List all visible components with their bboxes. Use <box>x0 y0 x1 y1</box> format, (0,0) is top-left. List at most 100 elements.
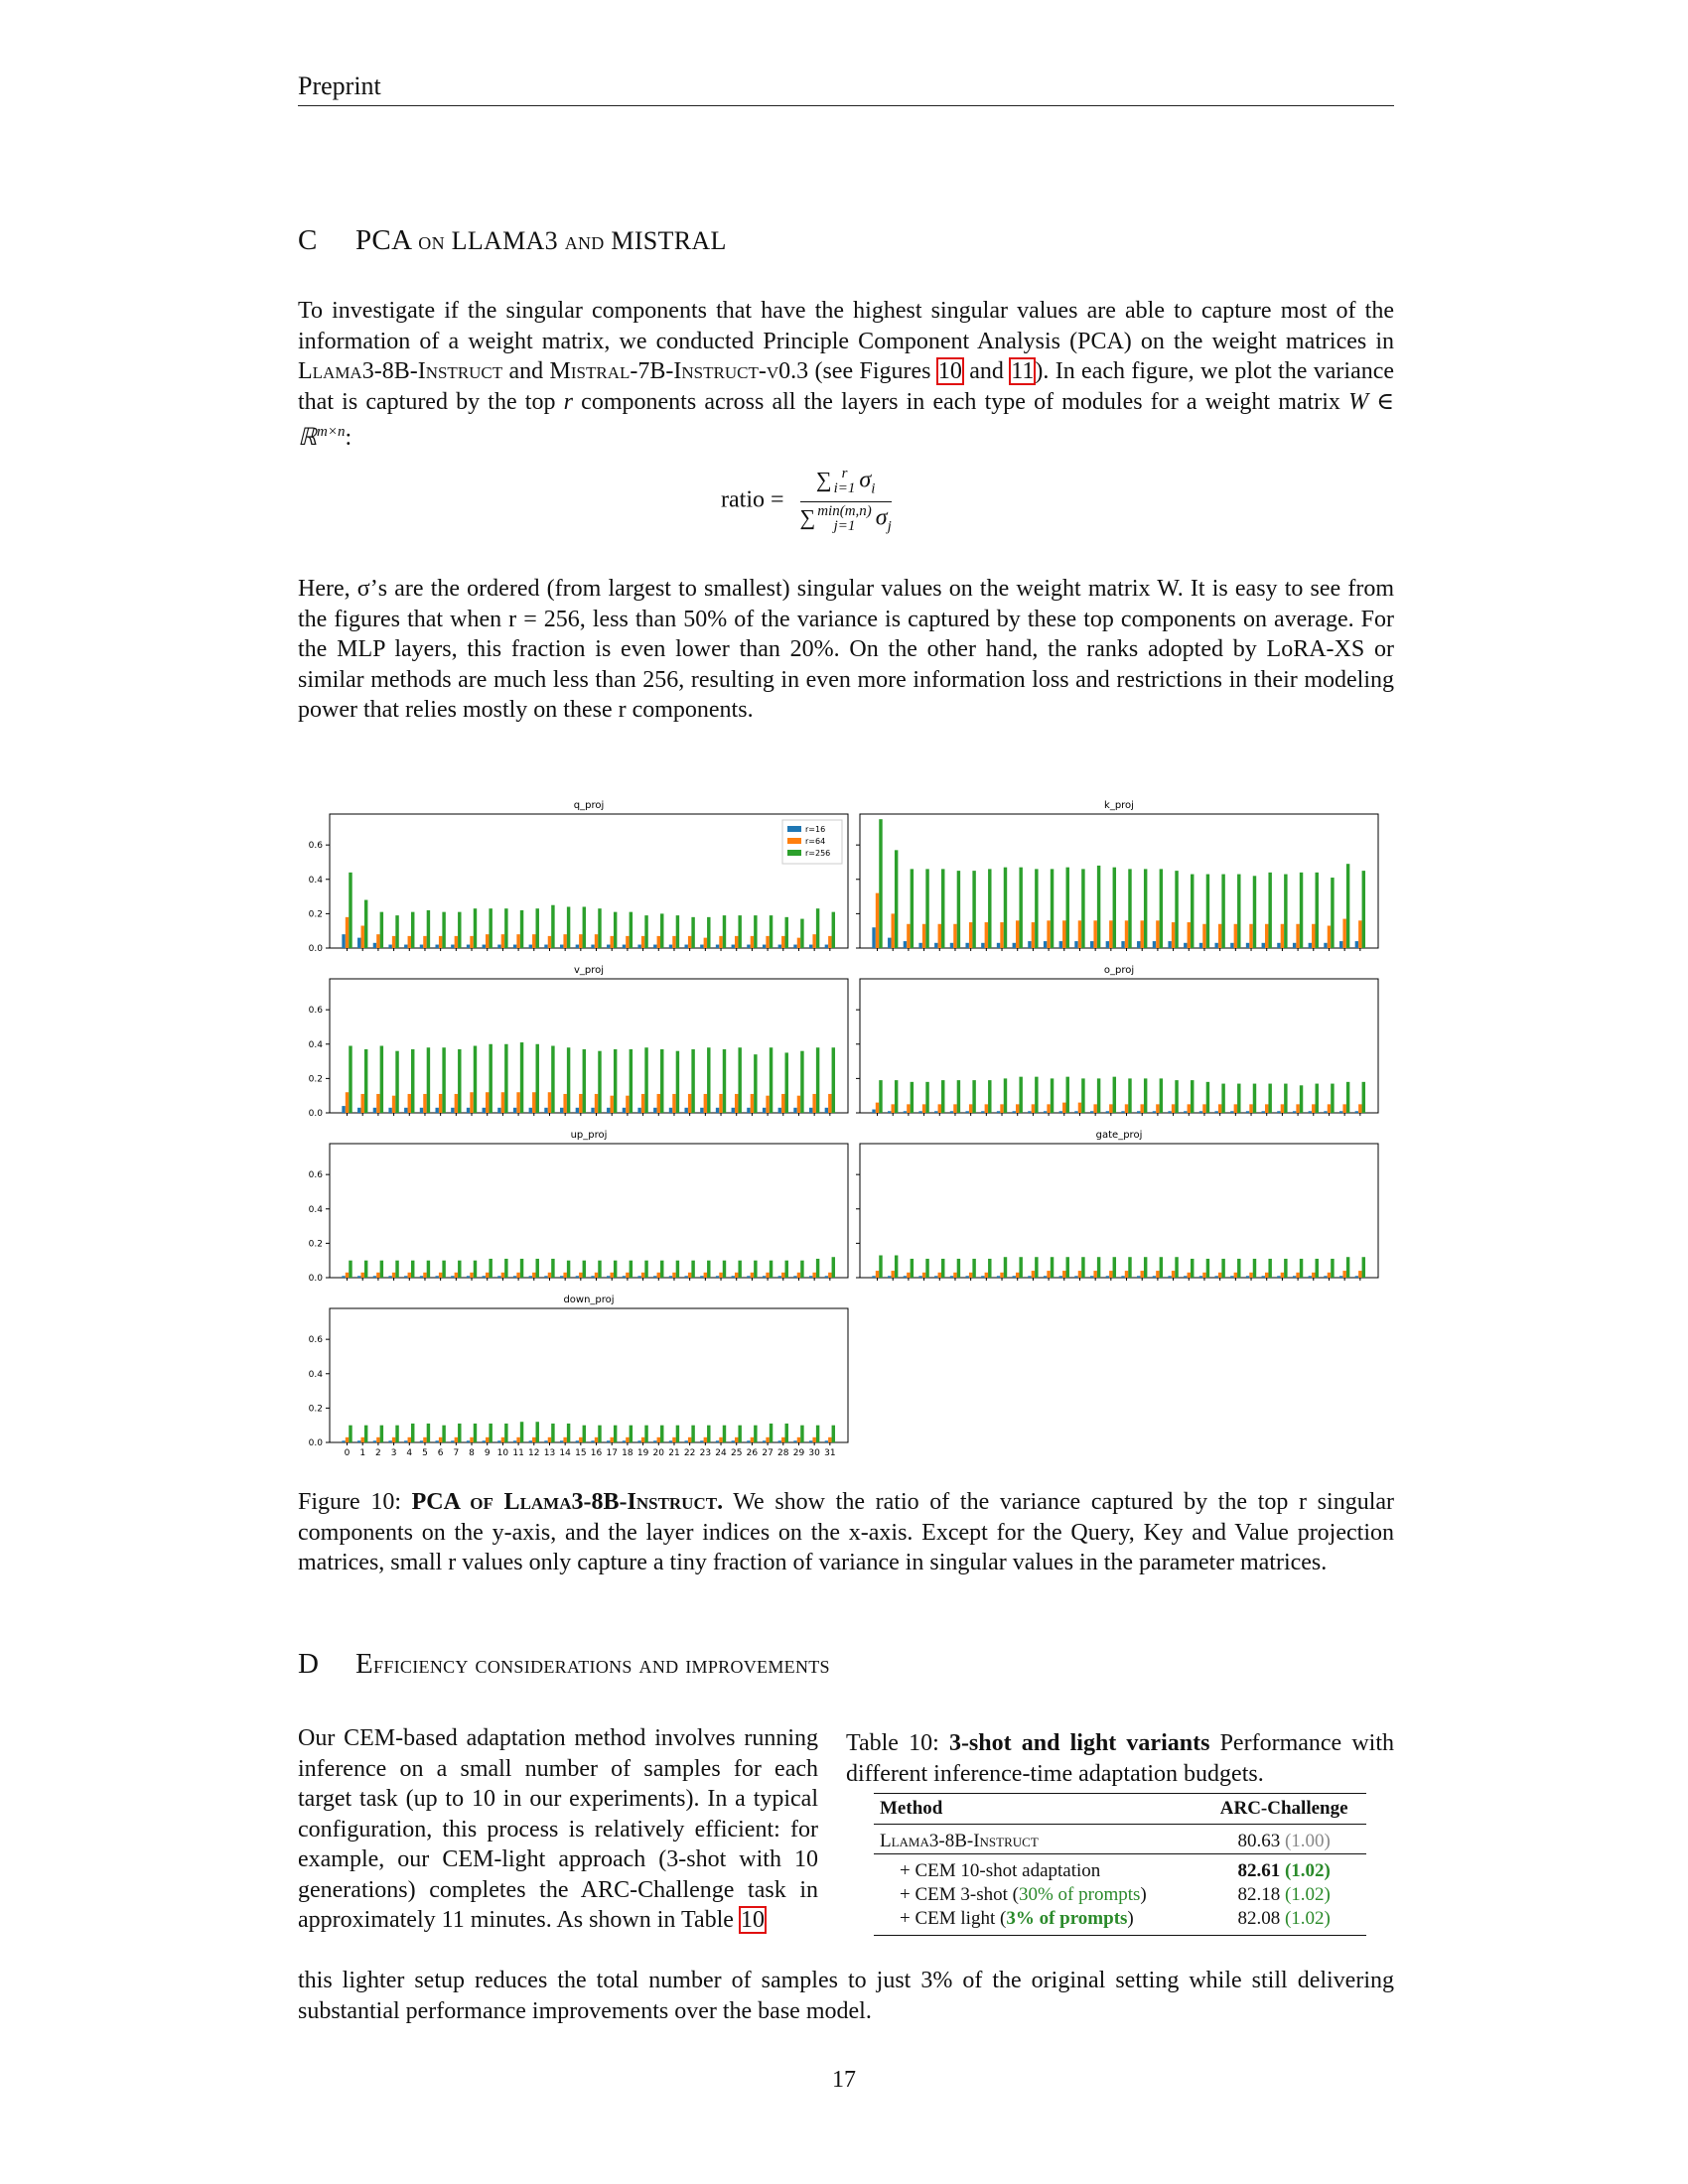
bar-r64-layer-9 <box>485 1436 490 1442</box>
legend-swatch <box>787 850 801 856</box>
bar-r16-layer-12 <box>528 1440 533 1442</box>
bar-r256-layer-16 <box>1128 869 1132 948</box>
bar-r64-layer-0 <box>345 916 350 948</box>
bar-r16-layer-5 <box>949 942 954 948</box>
figure-ref-10-link[interactable]: 10 <box>935 357 964 385</box>
bar-r64-layer-20 <box>656 1436 661 1442</box>
bar-r16-layer-10 <box>1028 941 1032 948</box>
bar-r256-layer-18 <box>1159 869 1164 948</box>
bar-r256-layer-7 <box>988 869 992 948</box>
bar-r64-layer-26 <box>1280 923 1285 948</box>
chart-panel-up_proj: up_proj 0.0 0.2 0.4 0.6 <box>309 1130 849 1284</box>
bar-r64-layer-5 <box>423 935 427 948</box>
bar-r64-layer-10 <box>500 1436 505 1442</box>
bar-r256-layer-21 <box>1205 1258 1210 1278</box>
bar-r256-layer-31 <box>1361 1257 1366 1278</box>
bar-r16-layer-20 <box>653 944 657 948</box>
bar-r16-layer-1 <box>888 937 892 948</box>
bar-r256-layer-9 <box>489 908 492 948</box>
bar-r16-layer-18 <box>1152 1276 1157 1278</box>
bar-r64-layer-14 <box>563 1272 567 1278</box>
row-0-score: 82.61 <box>1237 1860 1281 1881</box>
bar-r256-layer-18 <box>629 1260 633 1278</box>
bar-r256-layer-21 <box>675 1425 680 1442</box>
bar-r64-layer-23 <box>703 1272 708 1278</box>
bar-r16-layer-13 <box>1074 941 1078 948</box>
bar-r64-layer-5 <box>423 1093 427 1113</box>
bar-r256-layer-15 <box>582 1425 587 1442</box>
bar-r16-layer-19 <box>637 1107 641 1113</box>
bar-r64-layer-10 <box>1031 1104 1036 1113</box>
bar-r64-layer-12 <box>532 934 536 948</box>
bar-r16-layer-14 <box>1089 941 1094 948</box>
bar-r64-layer-25 <box>734 1093 739 1113</box>
bar-r256-layer-20 <box>1191 1080 1195 1113</box>
bar-r16-layer-10 <box>497 1276 501 1278</box>
bar-r64-layer-23 <box>703 1093 708 1113</box>
bar-r64-layer-13 <box>547 1092 552 1113</box>
bar-r64-layer-10 <box>500 1092 505 1113</box>
bar-r256-layer-10 <box>1035 869 1039 948</box>
bar-r16-layer-30 <box>1338 941 1343 948</box>
bar-r256-layer-18 <box>629 911 633 948</box>
bar-r64-layer-21 <box>1202 1272 1206 1278</box>
base-score: 80.63 <box>1237 1831 1281 1851</box>
bar-r16-layer-11 <box>512 1107 517 1113</box>
figure-ref-11-link[interactable]: 11 <box>1009 357 1037 385</box>
x-tick-label: 3 <box>391 1448 397 1458</box>
bar-r16-layer-27 <box>1292 1276 1297 1278</box>
bar-r256-layer-26 <box>754 1054 758 1113</box>
bar-r256-layer-17 <box>613 1425 618 1442</box>
bar-r64-layer-18 <box>626 1272 630 1278</box>
bar-r16-layer-12 <box>1058 941 1063 948</box>
bar-r256-layer-14 <box>1096 1257 1101 1278</box>
bar-r64-layer-3 <box>391 935 396 948</box>
bar-r64-layer-19 <box>640 935 645 948</box>
bar-r256-layer-24 <box>1252 876 1257 948</box>
bar-r64-layer-20 <box>656 935 661 948</box>
plot-frame <box>329 1143 849 1279</box>
bar-r16-layer-15 <box>575 1107 580 1113</box>
bar-r16-layer-4 <box>934 1276 938 1278</box>
ratio-equation: ratio = ∑ r i=1 σi ∑ min(m,n) j=1 σj <box>721 467 892 536</box>
bar-r64-layer-7 <box>984 1104 989 1113</box>
bar-r16-layer-16 <box>591 944 595 948</box>
bar-r16-layer-28 <box>777 1107 782 1113</box>
bar-r256-layer-7 <box>458 1260 462 1278</box>
bar-r16-layer-24 <box>1245 1276 1250 1278</box>
bar-r16-layer-6 <box>965 942 969 948</box>
bar-r16-layer-3 <box>388 1440 392 1442</box>
x-tick-label: 30 <box>808 1448 820 1458</box>
bar-r256-layer-3 <box>395 1260 399 1278</box>
bar-r16-layer-16 <box>591 1276 595 1278</box>
bar-r64-layer-28 <box>781 1093 785 1113</box>
bar-r64-layer-15 <box>1109 1271 1113 1278</box>
bar-r256-layer-11 <box>1050 1257 1055 1278</box>
bar-r256-layer-31 <box>831 1257 836 1278</box>
bar-r64-layer-11 <box>516 1436 520 1442</box>
bar-r16-layer-23 <box>1230 1111 1234 1113</box>
bar-r16-layer-2 <box>903 941 908 948</box>
bar-r16-layer-11 <box>1043 1276 1048 1278</box>
section-d-left-paragraph: Our CEM-based adaptation method involves… <box>298 1723 818 1936</box>
bar-r16-layer-29 <box>1324 942 1328 948</box>
bar-r16-layer-25 <box>731 1107 735 1113</box>
bar-r256-layer-7 <box>988 1080 992 1113</box>
p1-model-mistral: Mistral-7B-Instruct-v0.3 <box>549 358 809 384</box>
bar-r64-layer-18 <box>626 1436 630 1442</box>
bar-r64-layer-26 <box>750 1272 755 1278</box>
bar-r64-layer-15 <box>1109 1104 1113 1113</box>
bar-r64-layer-10 <box>500 934 505 948</box>
bar-r256-layer-10 <box>504 1258 508 1278</box>
bar-r64-layer-29 <box>796 1272 801 1278</box>
bar-r256-layer-31 <box>831 1425 836 1442</box>
bar-r16-layer-24 <box>715 1276 720 1278</box>
bar-r256-layer-4 <box>941 869 945 948</box>
table-ref-10-link[interactable]: 10 <box>738 1906 767 1934</box>
bar-r16-layer-1 <box>357 937 361 948</box>
bar-r64-layer-0 <box>345 1092 350 1113</box>
bar-r16-layer-25 <box>731 1440 735 1442</box>
bar-r64-layer-7 <box>454 1272 459 1278</box>
bar-r16-layer-10 <box>497 1107 501 1113</box>
bar-r256-layer-30 <box>815 908 820 948</box>
